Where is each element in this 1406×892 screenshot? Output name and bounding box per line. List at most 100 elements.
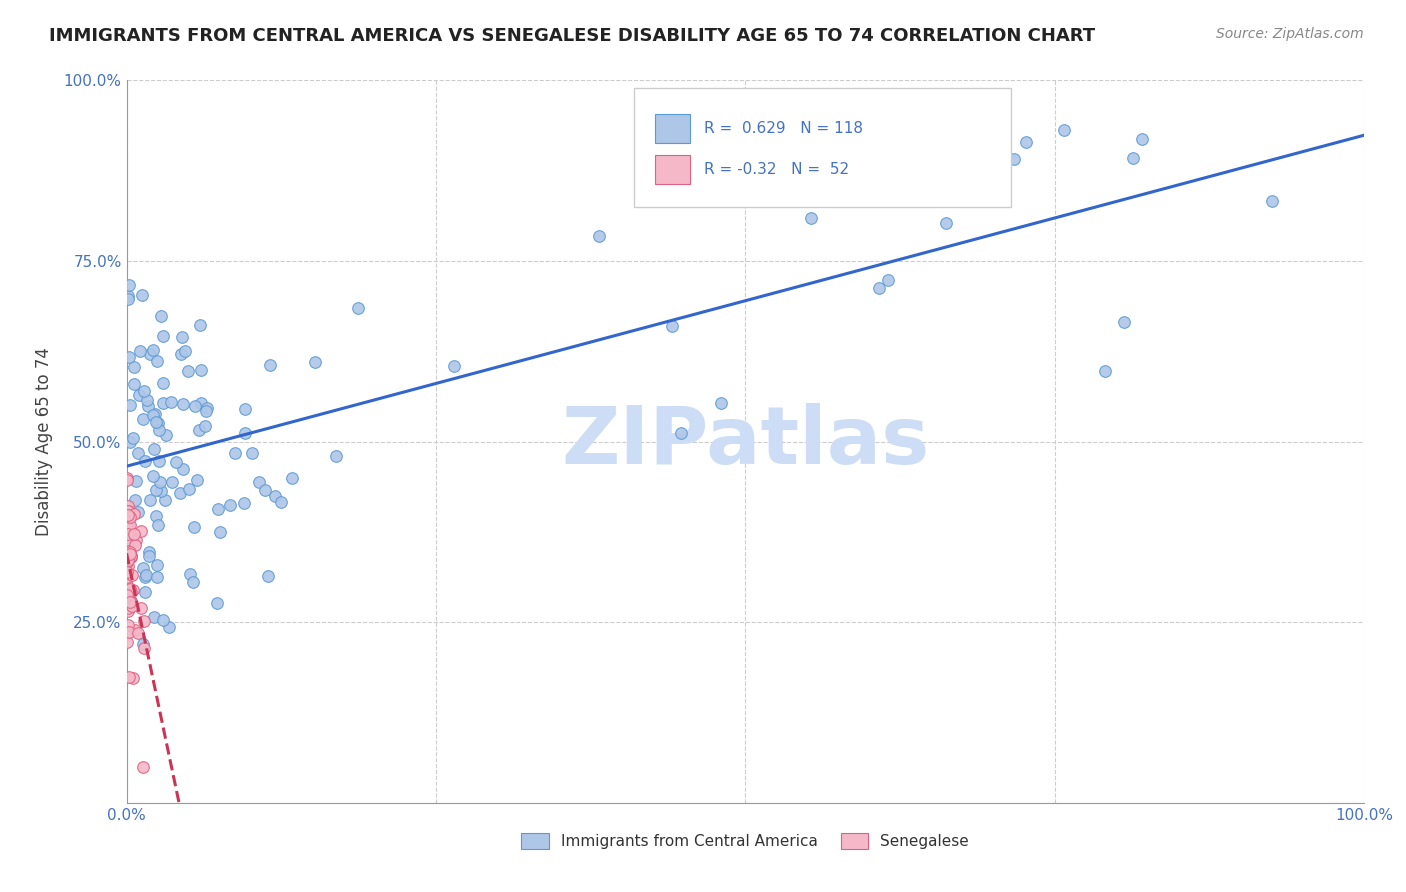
- Point: [118, 398, 141, 412]
- Point: [115, 566, 138, 580]
- Point: [131, 637, 153, 651]
- Point: [122, 582, 145, 597]
- Point: [254, 483, 277, 497]
- Point: [188, 318, 211, 332]
- Point: [232, 495, 254, 509]
- Point: [135, 568, 157, 582]
- Point: [146, 569, 169, 583]
- Point: [117, 508, 139, 523]
- Text: ZIPatlas: ZIPatlas: [561, 402, 929, 481]
- Point: [120, 510, 142, 524]
- Point: [183, 520, 205, 534]
- Point: [121, 671, 143, 685]
- Point: [208, 524, 231, 539]
- Point: [165, 455, 187, 469]
- Point: [155, 428, 177, 442]
- Point: [124, 538, 146, 552]
- Point: [146, 558, 169, 572]
- Point: [134, 384, 156, 399]
- Point: [153, 493, 176, 508]
- Point: [1261, 194, 1284, 209]
- Point: [669, 425, 692, 440]
- Point: [218, 498, 240, 512]
- Point: [152, 395, 174, 409]
- Point: [174, 344, 197, 359]
- Point: [122, 431, 145, 445]
- Point: [142, 408, 165, 422]
- Point: [118, 520, 141, 534]
- Point: [160, 475, 183, 489]
- Point: [118, 545, 141, 559]
- Point: [118, 277, 141, 292]
- Point: [117, 553, 139, 567]
- Point: [179, 567, 201, 582]
- Point: [1002, 152, 1025, 166]
- Point: [122, 359, 145, 374]
- Point: [1015, 135, 1038, 149]
- Point: [120, 549, 142, 564]
- Point: [117, 564, 139, 578]
- Point: [724, 95, 747, 109]
- Point: [145, 508, 167, 523]
- Point: [935, 216, 957, 230]
- Point: [172, 462, 194, 476]
- Point: [128, 344, 150, 359]
- Point: [259, 358, 281, 372]
- Point: [120, 530, 142, 544]
- Point: [127, 445, 149, 459]
- Point: [195, 404, 218, 418]
- Point: [120, 549, 142, 563]
- Point: [142, 442, 165, 457]
- Point: [134, 454, 156, 468]
- Point: [152, 376, 174, 391]
- Point: [134, 584, 156, 599]
- Point: [117, 600, 139, 615]
- Point: [233, 425, 256, 440]
- Point: [121, 568, 143, 582]
- Point: [325, 449, 347, 463]
- Point: [134, 570, 156, 584]
- Point: [127, 505, 149, 519]
- Point: [136, 399, 159, 413]
- Text: IMMIGRANTS FROM CENTRAL AMERICA VS SENEGALESE DISABILITY AGE 65 TO 74 CORRELATIO: IMMIGRANTS FROM CENTRAL AMERICA VS SENEG…: [49, 27, 1095, 45]
- Point: [120, 435, 142, 450]
- Point: [876, 273, 898, 287]
- Text: R =  0.629   N = 118: R = 0.629 N = 118: [704, 121, 863, 136]
- Point: [1112, 315, 1135, 329]
- Point: [1130, 132, 1153, 146]
- Point: [195, 401, 218, 416]
- Legend: Immigrants from Central America, Senegalese: Immigrants from Central America, Senegal…: [513, 825, 977, 856]
- Point: [145, 483, 167, 497]
- FancyBboxPatch shape: [655, 114, 689, 143]
- Point: [207, 502, 229, 516]
- Point: [131, 412, 153, 426]
- Point: [800, 211, 823, 225]
- Point: [1122, 151, 1144, 165]
- Point: [190, 363, 212, 377]
- Point: [118, 518, 141, 533]
- Point: [240, 446, 263, 460]
- Point: [122, 527, 145, 541]
- Text: R = -0.32   N =  52: R = -0.32 N = 52: [704, 161, 849, 177]
- Point: [149, 310, 172, 324]
- Point: [160, 394, 183, 409]
- Point: [157, 620, 180, 634]
- Point: [122, 507, 145, 521]
- Point: [172, 397, 194, 411]
- Point: [118, 624, 141, 639]
- Point: [117, 504, 139, 518]
- Point: [588, 229, 610, 244]
- Point: [117, 350, 139, 364]
- Point: [143, 609, 166, 624]
- Point: [127, 626, 149, 640]
- Point: [132, 614, 155, 628]
- Point: [117, 499, 139, 513]
- Point: [186, 473, 208, 487]
- Point: [128, 388, 150, 402]
- Point: [1094, 363, 1116, 377]
- Point: [117, 504, 139, 518]
- Point: [117, 292, 139, 306]
- Y-axis label: Disability Age 65 to 74: Disability Age 65 to 74: [35, 347, 52, 536]
- Point: [224, 445, 246, 459]
- Point: [124, 623, 146, 637]
